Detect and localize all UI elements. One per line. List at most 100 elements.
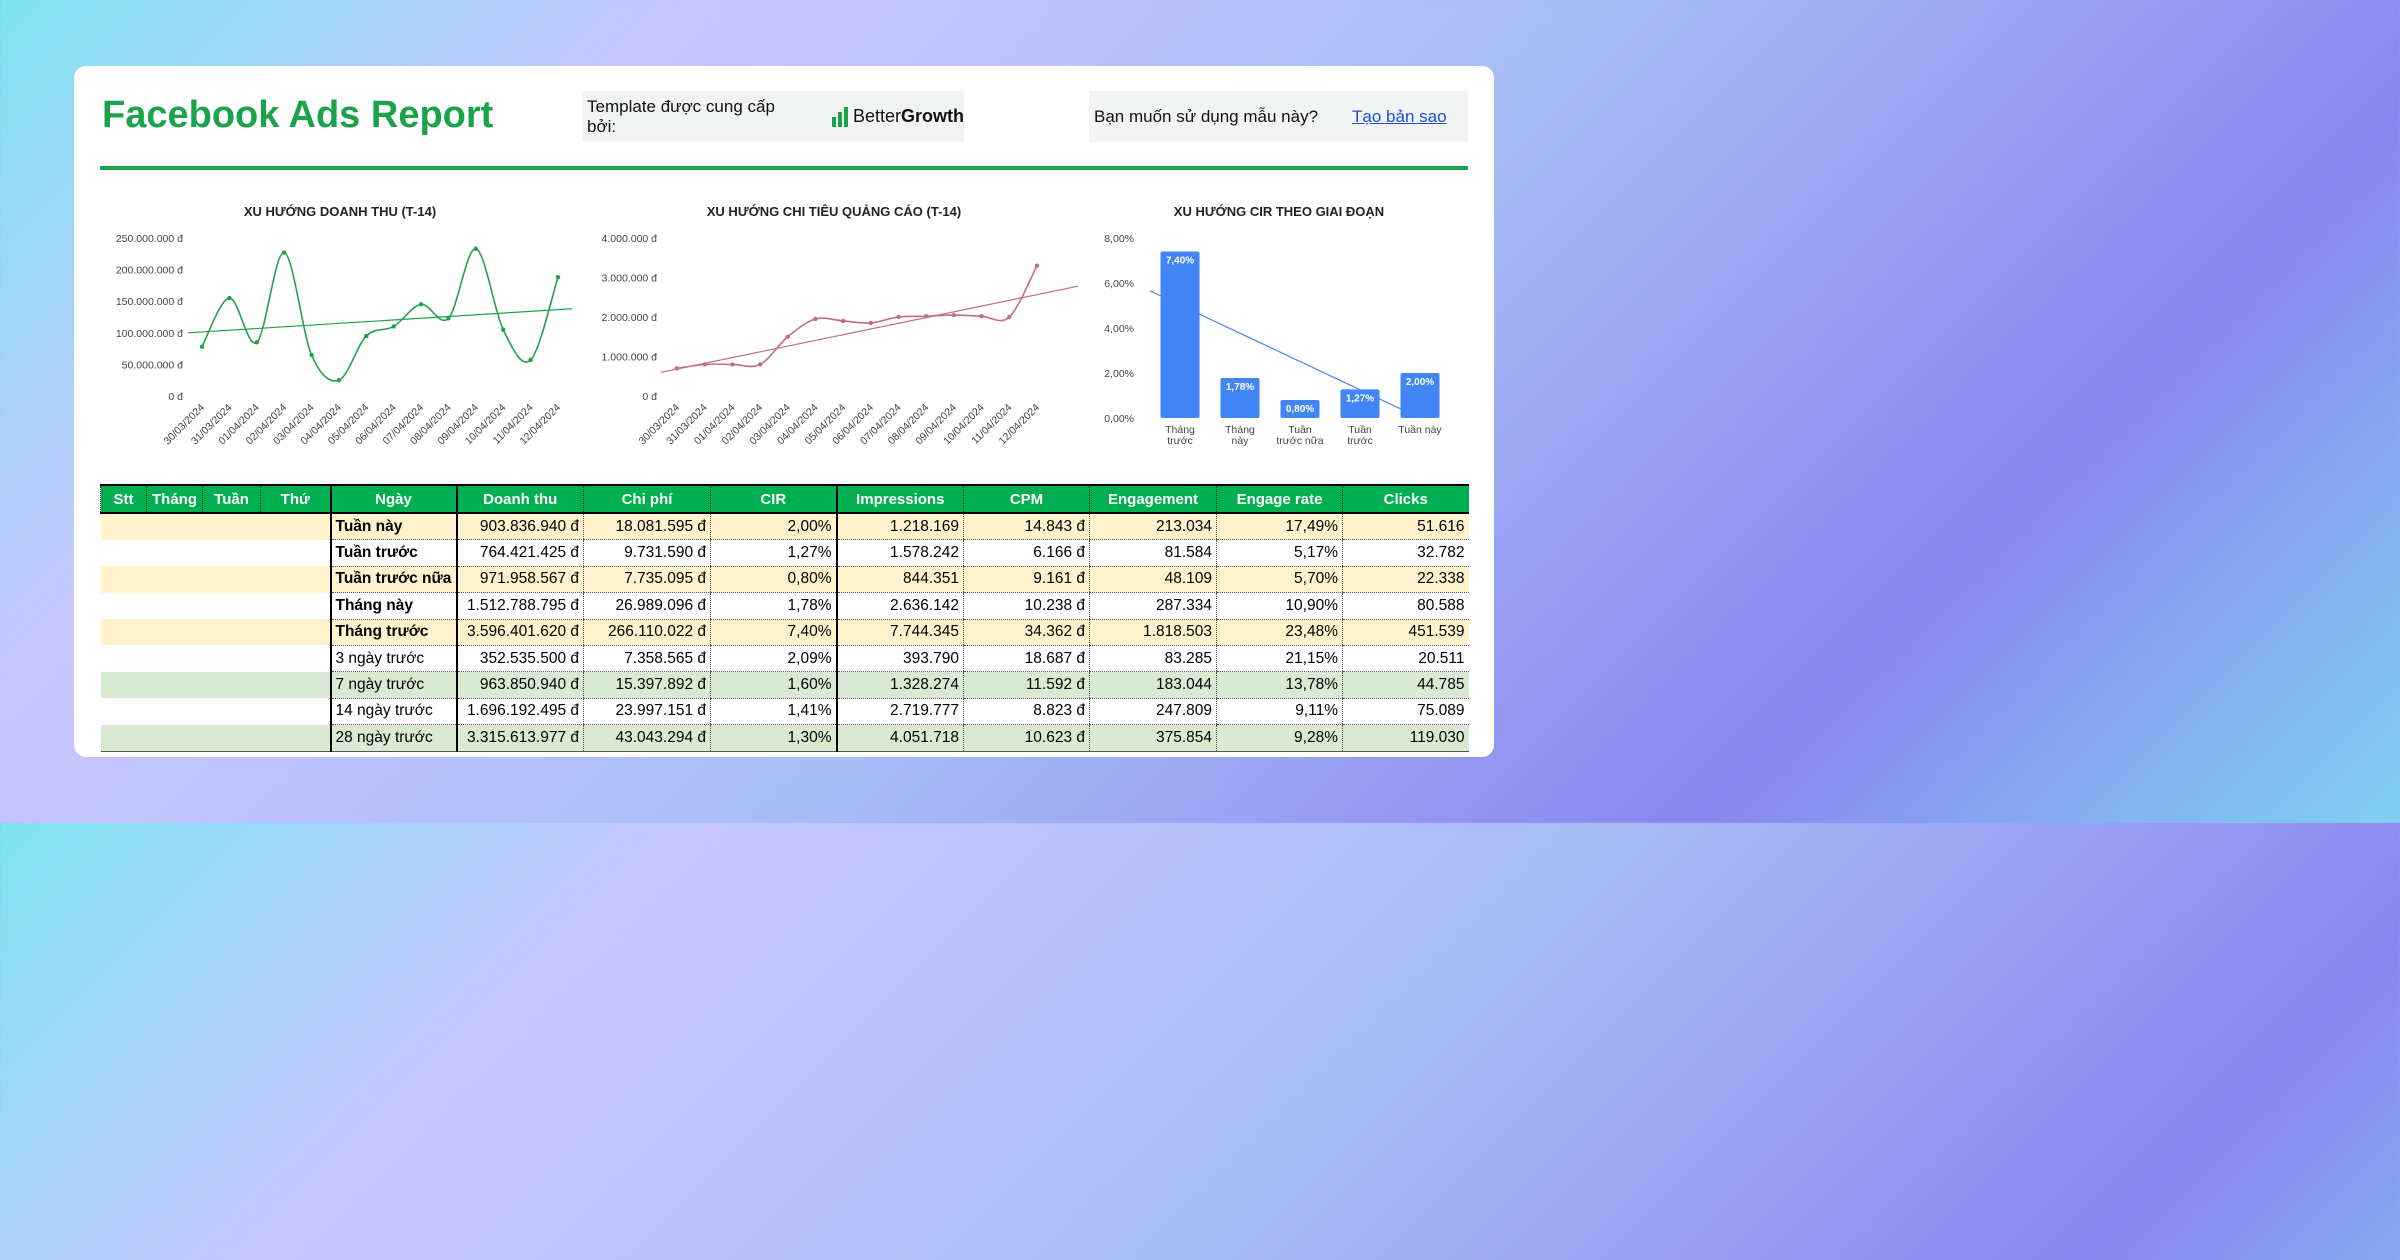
metric-cell: 17,49% bbox=[1216, 513, 1343, 541]
bar bbox=[1220, 377, 1260, 418]
column-header[interactable]: Ngày bbox=[329, 484, 457, 514]
metric-cell: 6.166 đ bbox=[963, 539, 1090, 567]
metric-cell: 23.997.151 đ bbox=[583, 698, 711, 726]
bar-value-label: 1,27% bbox=[1346, 393, 1374, 404]
metric-cell: 83.285 bbox=[1089, 645, 1217, 673]
metric-cell: 844.351 bbox=[835, 566, 964, 594]
column-header[interactable]: Engage rate bbox=[1216, 484, 1343, 514]
metric-cell: 1.512.788.795 đ bbox=[455, 592, 584, 620]
metric-cell: 393.790 bbox=[835, 645, 964, 673]
bar bbox=[1160, 251, 1200, 418]
empty-cell bbox=[100, 566, 147, 593]
metric-cell: 44.785 bbox=[1342, 671, 1469, 699]
column-header[interactable]: Tháng bbox=[146, 484, 203, 514]
metrics-table: Stt Tháng Tuần Thứ Ngày Doanh thu Chi phí CIR Im… bbox=[100, 484, 1469, 752]
brand-logo: Better Growth bbox=[831, 106, 964, 127]
series-line bbox=[676, 265, 1038, 370]
empty-cell bbox=[146, 645, 203, 672]
x-tick-label: này bbox=[1232, 435, 1250, 447]
period-label: Tháng trước bbox=[329, 619, 457, 646]
data-point bbox=[227, 295, 232, 301]
period-label: Tuần trước bbox=[329, 539, 457, 567]
metric-cell: 9,11% bbox=[1216, 698, 1343, 726]
table-header-row: Stt Tháng Tuần Thứ Ngày Doanh thu Chi phí CIR Im… bbox=[100, 484, 1469, 514]
bar bbox=[1400, 373, 1440, 418]
data-point bbox=[896, 314, 901, 320]
metric-cell: 10.623 đ bbox=[963, 724, 1090, 752]
x-tick-label: trước bbox=[1347, 435, 1373, 447]
column-header[interactable]: Clicks bbox=[1342, 484, 1469, 514]
metric-cell: 247.809 bbox=[1089, 698, 1217, 726]
data-point bbox=[199, 344, 205, 349]
metric-cell: 8.823 đ bbox=[963, 698, 1090, 726]
y-tick-label: 100.000.000 đ bbox=[116, 328, 183, 340]
data-point bbox=[785, 334, 790, 339]
metric-cell: 7.358.565 đ bbox=[583, 645, 711, 673]
period-label: Tuần trước nữa bbox=[329, 566, 457, 594]
metric-cell: 963.850.940 đ bbox=[455, 671, 584, 699]
empty-cell bbox=[202, 698, 261, 725]
y-tick-label: 4,00% bbox=[1104, 323, 1134, 335]
template-credit-box: Template được cung cấp bởi: Better Growth bbox=[582, 91, 964, 142]
period-label: 3 ngày trước bbox=[329, 645, 457, 673]
metric-cell: 22.338 bbox=[1342, 566, 1469, 594]
column-header[interactable]: CPM bbox=[963, 484, 1090, 514]
metric-cell: 5,70% bbox=[1216, 566, 1343, 594]
data-point bbox=[979, 314, 984, 319]
data-point bbox=[813, 316, 818, 322]
make-copy-link[interactable]: Tạo bản sao bbox=[1352, 106, 1447, 126]
empty-cell bbox=[260, 566, 331, 593]
metric-cell: 10.238 đ bbox=[963, 592, 1090, 620]
column-header[interactable]: CIR bbox=[710, 484, 837, 514]
empty-cell bbox=[260, 724, 331, 752]
data-point bbox=[840, 318, 846, 324]
template-credit-label: Template được cung cấp bởi: bbox=[587, 96, 775, 136]
metric-cell: 451.539 bbox=[1342, 619, 1469, 646]
metric-cell: 9.161 đ bbox=[963, 566, 1090, 594]
empty-cell bbox=[100, 645, 147, 672]
empty-cell bbox=[202, 619, 261, 646]
metric-cell: 43.043.294 đ bbox=[583, 724, 711, 752]
metric-cell: 903.836.940 đ bbox=[455, 513, 584, 541]
chart-title: XU HƯỚNG DOANH THU (T-14) bbox=[244, 204, 436, 219]
empty-cell bbox=[202, 566, 261, 593]
y-tick-label: 0,00% bbox=[1104, 413, 1134, 425]
chart-title: XU HƯỚNG CIR THEO GIAI ĐOẠN bbox=[1174, 204, 1384, 219]
column-header[interactable]: Thứ bbox=[260, 484, 331, 514]
empty-cell bbox=[146, 698, 203, 725]
y-tick-label: 4.000.000 đ bbox=[602, 233, 658, 245]
y-tick-label: 250.000.000 đ bbox=[116, 233, 183, 245]
metric-cell: 375.854 bbox=[1089, 724, 1217, 752]
metric-cell: 32.782 bbox=[1342, 539, 1469, 567]
metric-cell: 1,60% bbox=[710, 671, 837, 699]
trend-line bbox=[1149, 290, 1421, 419]
metric-cell: 7.735.095 đ bbox=[583, 566, 711, 594]
metric-cell: 2,00% bbox=[710, 513, 837, 541]
column-header[interactable]: Stt bbox=[100, 484, 147, 514]
metric-cell: 81.584 bbox=[1089, 539, 1217, 567]
empty-cell bbox=[146, 619, 203, 646]
table-row: Tháng này 1.512.788.795 đ 26.989.096 đ 1,78… bbox=[100, 592, 1469, 620]
x-tick-label: trước bbox=[1167, 435, 1193, 447]
x-tick-label: Tuần bbox=[1348, 424, 1372, 436]
metric-cell: 48.109 bbox=[1089, 566, 1217, 594]
table-row: 28 ngày trước 3.315.613.977 đ 43.043.294 đ… bbox=[100, 724, 1469, 752]
empty-cell bbox=[100, 592, 147, 620]
column-header[interactable]: Engagement bbox=[1089, 484, 1217, 514]
metric-cell: 15.397.892 đ bbox=[583, 671, 711, 699]
column-header[interactable]: Impressions bbox=[835, 484, 964, 514]
column-header[interactable]: Chi phí bbox=[583, 484, 711, 514]
series-line bbox=[201, 247, 559, 382]
revenue-trend-chart: XU HƯỚNG DOANH THU (T-14) 0 đ 50.000.000 đ… bbox=[116, 204, 573, 447]
metric-cell: 5,17% bbox=[1216, 539, 1343, 567]
brand-name-regular: Better bbox=[852, 106, 901, 126]
metric-cell: 13,78% bbox=[1216, 671, 1343, 699]
period-label: 28 ngày trước bbox=[329, 724, 457, 752]
column-header[interactable]: Tuần bbox=[202, 484, 261, 514]
y-tick-label: 0 đ bbox=[168, 391, 183, 403]
column-header[interactable]: Doanh thu bbox=[455, 484, 584, 514]
empty-cell bbox=[202, 671, 261, 699]
metric-cell: 18.081.595 đ bbox=[583, 513, 711, 541]
bar-value-label: 1,78% bbox=[1226, 382, 1254, 393]
empty-cell bbox=[146, 566, 203, 593]
